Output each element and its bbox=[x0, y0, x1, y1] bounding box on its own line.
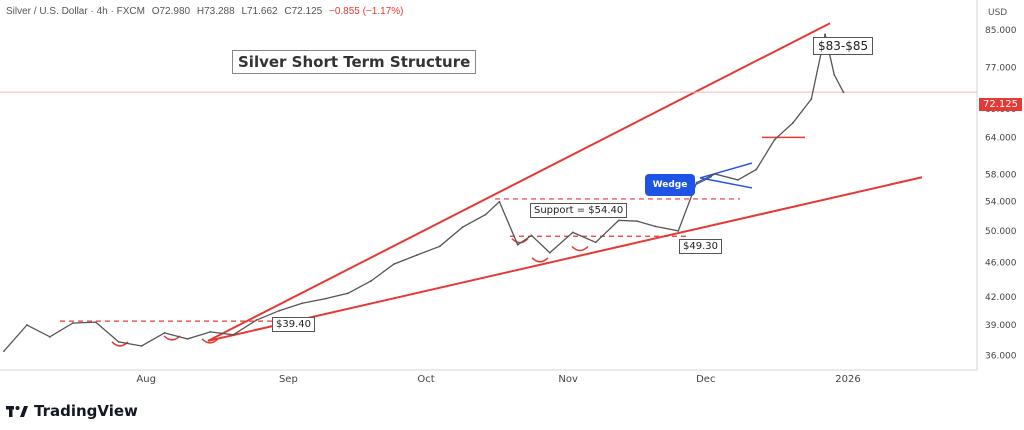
x-tick-label: Nov bbox=[558, 374, 578, 385]
price-point bbox=[255, 319, 258, 322]
tradingview-logo[interactable]: TradingView bbox=[6, 402, 138, 420]
support-label: Support = $54.40 bbox=[530, 203, 628, 218]
swing-low-arc bbox=[531, 257, 549, 263]
price-point bbox=[755, 168, 758, 171]
price-point bbox=[842, 91, 845, 94]
price-point bbox=[278, 309, 281, 312]
low-value: L71.662 bbox=[241, 6, 278, 17]
price-point bbox=[530, 234, 533, 237]
current-price-tag: 72.125 bbox=[979, 98, 1022, 111]
price-point bbox=[677, 229, 680, 232]
price-point bbox=[347, 292, 349, 295]
x-tick-label: 2026 bbox=[835, 374, 860, 385]
tradingview-logo-icon bbox=[6, 406, 28, 417]
lower-trendline bbox=[207, 176, 923, 342]
price-point bbox=[301, 302, 304, 305]
price-point bbox=[792, 121, 794, 124]
price-point bbox=[48, 335, 51, 338]
y-tick-label: 85.000 bbox=[985, 26, 1017, 36]
price-point bbox=[117, 340, 120, 343]
price-point bbox=[484, 213, 487, 216]
price-line bbox=[3, 34, 844, 352]
price-point bbox=[438, 245, 441, 248]
price-point bbox=[26, 324, 28, 326]
price-point bbox=[324, 297, 326, 300]
price-point bbox=[810, 98, 813, 100]
target-label: $83-$85 bbox=[813, 37, 874, 55]
price-point bbox=[594, 241, 597, 244]
chart-title: Silver Short Term Structure bbox=[232, 50, 477, 74]
price-point bbox=[636, 220, 638, 223]
wedge-lower-line bbox=[699, 177, 753, 189]
y-tick-label: 39.000 bbox=[985, 321, 1017, 331]
price-point bbox=[392, 263, 395, 266]
y-tick-label: 46.000 bbox=[985, 258, 1017, 268]
x-axis: Aug Sep Oct Nov Dec 2026 bbox=[136, 374, 860, 385]
price-point bbox=[163, 331, 166, 334]
price-point bbox=[94, 321, 97, 323]
price-point bbox=[186, 337, 189, 340]
wedge-label: Wedge bbox=[645, 174, 695, 196]
price-point bbox=[695, 181, 698, 184]
price-point bbox=[415, 254, 418, 257]
symbol-header: Silver / U.S. Dollar · 4h · FXCM O72.980… bbox=[6, 6, 407, 17]
swing-low-arc bbox=[201, 338, 219, 344]
high-value: H73.288 bbox=[196, 6, 235, 17]
brand-name: TradingView bbox=[34, 402, 138, 420]
y-tick-label: 36.000 bbox=[985, 351, 1017, 361]
y-tick-label: 42.000 bbox=[985, 293, 1017, 303]
price-point bbox=[461, 226, 464, 229]
x-tick-label: Oct bbox=[417, 374, 434, 385]
y-tick-label: 58.000 bbox=[985, 171, 1017, 181]
y-tick-label: 77.000 bbox=[985, 63, 1017, 73]
price-point bbox=[498, 200, 501, 203]
price-point bbox=[516, 243, 519, 246]
low-label-2: $49.30 bbox=[679, 239, 722, 254]
y-tick-label: 50.000 bbox=[985, 227, 1017, 237]
low-label-1: $39.40 bbox=[272, 317, 315, 332]
price-point bbox=[824, 33, 826, 36]
price-point bbox=[571, 231, 574, 234]
symbol-label: Silver / U.S. Dollar · 4h · FXCM bbox=[6, 6, 145, 17]
y-tick-label: 64.000 bbox=[985, 133, 1017, 143]
swing-low-arc bbox=[571, 245, 589, 252]
change-value: −0.855 (−1.17%) bbox=[328, 6, 404, 17]
price-point bbox=[3, 350, 5, 353]
price-point bbox=[654, 225, 657, 228]
open-value: O72.980 bbox=[151, 6, 191, 17]
price-point bbox=[370, 280, 372, 282]
price-point bbox=[773, 138, 776, 141]
y-tick-label: 54.000 bbox=[985, 198, 1017, 208]
price-series bbox=[3, 33, 845, 353]
x-tick-label: Aug bbox=[136, 374, 156, 385]
price-point bbox=[209, 330, 212, 333]
price-point bbox=[833, 73, 836, 76]
currency-label: USD bbox=[988, 8, 1008, 18]
price-point bbox=[617, 219, 620, 222]
price-point bbox=[737, 179, 739, 181]
x-tick-label: Sep bbox=[279, 374, 298, 385]
x-tick-label: Dec bbox=[696, 374, 715, 385]
price-point bbox=[714, 173, 716, 175]
upper-trendline bbox=[207, 22, 831, 342]
close-value: C72.125 bbox=[284, 6, 323, 17]
price-point bbox=[71, 322, 74, 324]
price-point bbox=[548, 251, 551, 254]
trendlines bbox=[0, 22, 977, 347]
wedge-pointer bbox=[694, 176, 713, 186]
price-point bbox=[232, 333, 235, 336]
y-axis: 36.000 39.000 42.000 46.000 50.000 54.000 58.0… bbox=[985, 26, 1017, 361]
price-point bbox=[140, 345, 143, 347]
wedge-upper-line bbox=[699, 162, 753, 179]
